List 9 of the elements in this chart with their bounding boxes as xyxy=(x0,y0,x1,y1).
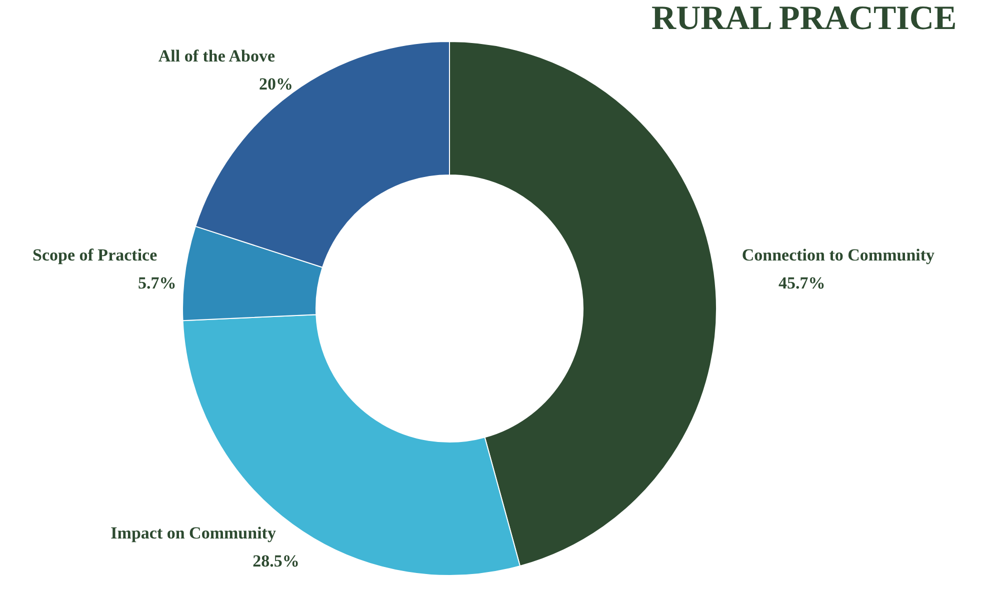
data-label: 20% xyxy=(258,74,293,94)
slice-label: Scope of Practice xyxy=(32,246,158,265)
data-label: 28.5% xyxy=(252,552,300,571)
data-label: 45.7% xyxy=(778,274,826,293)
chart-title: RURAL PRACTICE xyxy=(652,0,957,37)
slice-label: Impact on Community xyxy=(110,524,276,543)
data-label: 5.7% xyxy=(138,274,176,293)
slice-label: Connection to Community xyxy=(742,246,936,265)
slice-label: All of the Above xyxy=(158,46,276,66)
